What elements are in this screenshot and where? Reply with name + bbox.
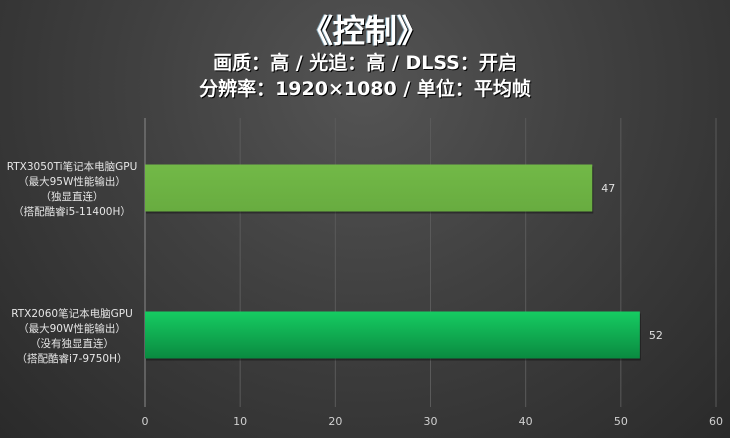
bar <box>145 164 593 212</box>
bar <box>145 311 640 359</box>
category-label: RTX2060笔记本电脑GPU <box>11 307 133 320</box>
x-tick-label: 0 <box>142 415 149 428</box>
category-label: （最大90W性能输出） <box>18 322 126 335</box>
category-label: （最大95W性能输出） <box>18 175 126 188</box>
x-tick-label: 40 <box>519 415 533 428</box>
x-tick-label: 10 <box>233 415 247 428</box>
category-label: （独显直连） <box>41 190 104 203</box>
data-label: 47 <box>601 182 615 195</box>
x-tick-label: 30 <box>424 415 438 428</box>
category-label: RTX3050Ti笔记本电脑GPU <box>7 160 138 173</box>
category-label: （搭配酷睿i7-9750H） <box>16 352 127 365</box>
category-label: （没有独显直连） <box>30 337 114 350</box>
category-label: （搭配酷睿i5-11400H） <box>13 205 131 218</box>
chart-subtitle-resolution: 分辨率：1920×1080 / 单位：平均帧 <box>199 78 531 100</box>
chart-title: 《控制》 <box>300 12 429 50</box>
x-tick-label: 60 <box>709 415 723 428</box>
data-label: 52 <box>649 329 663 342</box>
x-tick-label: 50 <box>614 415 628 428</box>
x-tick-label: 20 <box>328 415 342 428</box>
chart-subtitle-settings: 画质：高 / 光追：高 / DLSS：开启 <box>213 52 517 74</box>
